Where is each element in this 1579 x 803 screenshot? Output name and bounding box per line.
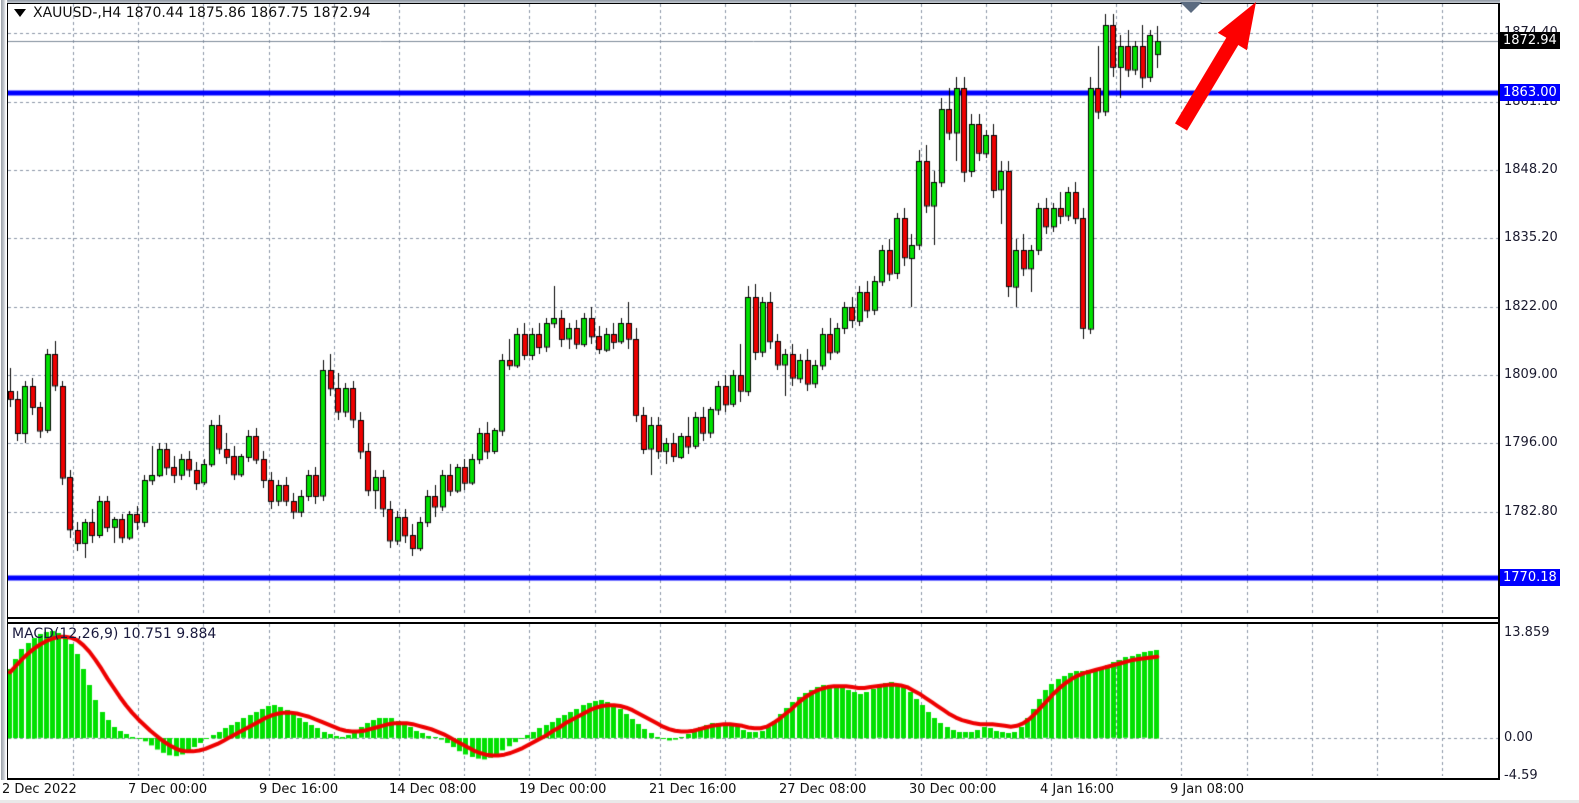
chart-top-border xyxy=(7,3,1500,4)
window-bottom-edge xyxy=(0,800,1579,803)
price-panel-bottom-border xyxy=(7,617,1500,619)
time-axis-tick: 4 Jan 16:00 xyxy=(1040,782,1115,797)
triangle-down-icon[interactable] xyxy=(14,9,26,17)
symbol-legend: XAUUSD-,H4 1870.44 1875.86 1867.75 1872.… xyxy=(14,5,371,21)
price-scale-tick: 1809.00 xyxy=(1504,367,1558,383)
macd-panel-bottom-border xyxy=(7,778,1500,780)
time-axis-tick: 27 Dec 08:00 xyxy=(779,782,867,797)
price-scale-axis[interactable]: 1874.401861.181848.201835.201822.001809.… xyxy=(1500,0,1579,783)
macd-scale-tick: 0.00 xyxy=(1504,730,1533,746)
price-scale-tick: 1796.00 xyxy=(1504,435,1558,451)
macd-indicator-panel[interactable] xyxy=(8,624,1499,776)
chart-left-border xyxy=(7,3,8,780)
time-axis-tick: 14 Dec 08:00 xyxy=(389,782,477,797)
macd-scale-tick: -4.59 xyxy=(1504,768,1538,783)
price-level-badge[interactable]: 1770.18 xyxy=(1500,569,1560,587)
time-axis-tick: 9 Dec 16:00 xyxy=(259,782,339,797)
time-axis-tick: 9 Jan 08:00 xyxy=(1170,782,1245,797)
time-axis-tick: 21 Dec 16:00 xyxy=(649,782,737,797)
price-candlestick-canvas[interactable] xyxy=(8,4,1499,616)
macd-canvas[interactable] xyxy=(8,624,1499,776)
top-rail xyxy=(0,0,1579,3)
macd-legend-text: MACD(12,26,9) 10.751 9.884 xyxy=(12,626,217,642)
time-axis-tick: 30 Dec 00:00 xyxy=(909,782,997,797)
symbol-legend-text: XAUUSD-,H4 1870.44 1875.86 1867.75 1872.… xyxy=(33,5,371,21)
time-axis-tick: 2 Dec 2022 xyxy=(2,782,77,797)
price-scale-tick: 1782.80 xyxy=(1504,504,1558,520)
chart-position-marker-icon[interactable] xyxy=(1180,2,1202,13)
price-chart-panel[interactable] xyxy=(8,4,1499,616)
chart-right-border xyxy=(1498,3,1500,780)
price-level-badge[interactable]: 1863.00 xyxy=(1500,83,1560,101)
time-axis-tick: 19 Dec 00:00 xyxy=(519,782,607,797)
price-scale-tick: 1822.00 xyxy=(1504,299,1558,315)
time-axis-tick: 7 Dec 00:00 xyxy=(128,782,208,797)
macd-panel-top-border xyxy=(7,622,1500,624)
time-axis: 2 Dec 2022 7 Dec 00:00 9 Dec 16:00 14 Dec 0… xyxy=(0,780,1579,803)
price-scale-tick: 1835.20 xyxy=(1504,230,1558,246)
macd-scale-tick: 13.859 xyxy=(1504,625,1550,640)
price-scale-tick: 1848.20 xyxy=(1504,162,1558,178)
last-price-badge: 1872.94 xyxy=(1500,31,1560,49)
left-gutter-strip xyxy=(0,0,7,780)
